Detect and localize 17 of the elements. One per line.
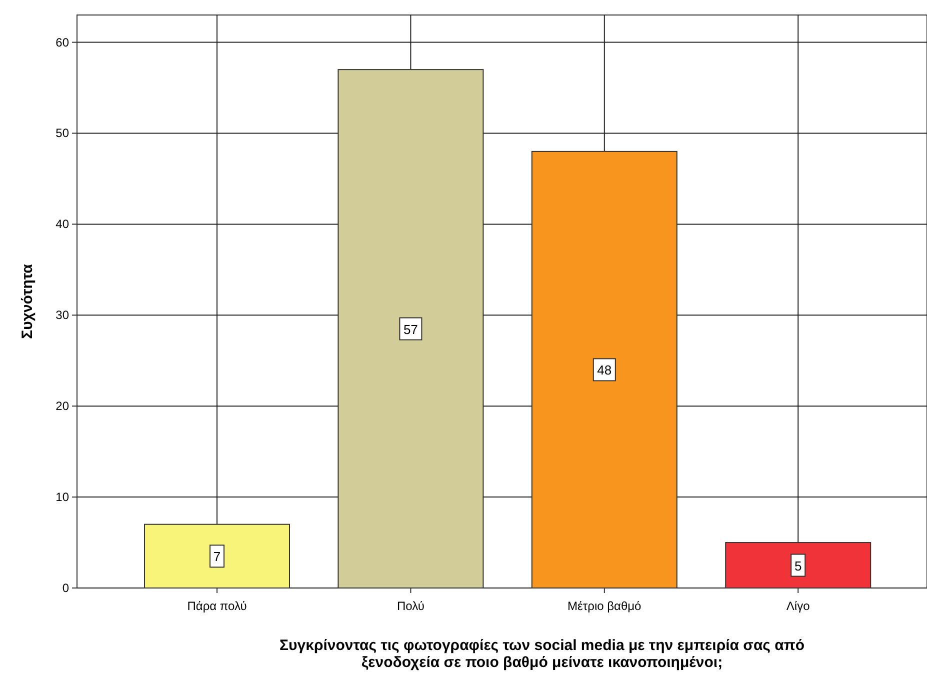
x-axis-title: Συγκρίνοντας τις φωτογραφίες των social media με την εμπειρία σας από ξενοδοχεία σε ποιο βαθμό μείνατε ικανοποιημένοι;: [280, 637, 804, 671]
x-tick-label: Λίγο: [786, 599, 810, 613]
data-label: 57: [403, 322, 418, 337]
data-label: 7: [213, 549, 221, 564]
x-tick-label: Πολύ: [397, 599, 424, 613]
y-tick-label: 60: [56, 35, 70, 50]
data-label: 5: [794, 558, 802, 574]
y-tick-label: 50: [56, 126, 70, 140]
y-tick-label: 40: [56, 217, 70, 232]
x-tick-label: Μέτριο βαθμό: [568, 599, 642, 613]
y-axis-title: Συχνότητα: [19, 263, 36, 339]
x-tick-label: Πάρα πολύ: [187, 599, 247, 613]
y-tick-label: 10: [56, 490, 70, 504]
data-label: 48: [597, 362, 612, 378]
y-tick-label: 20: [56, 399, 70, 414]
y-tick-label: 0: [62, 581, 70, 595]
y-tick-label: 30: [56, 308, 70, 322]
